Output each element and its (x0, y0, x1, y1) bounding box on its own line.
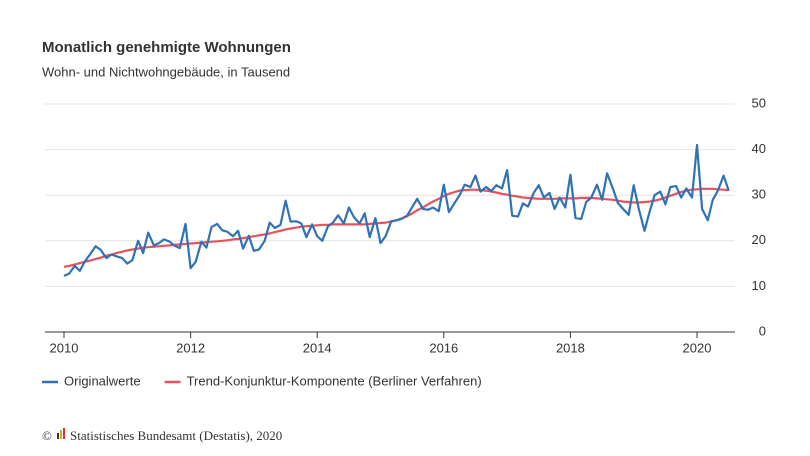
logo-bar (57, 433, 59, 439)
x-tick-label: 2014 (303, 340, 332, 355)
logo-bar (63, 428, 65, 439)
y-tick-label: 50 (752, 95, 766, 110)
chart-subtitle: Wohn- und Nichtwohngebäude, in Tausend (42, 64, 290, 79)
y-tick-label: 20 (752, 232, 766, 247)
source-text: Statistisches Bundesamt (Destatis), 2020 (70, 428, 282, 443)
x-tick-label: 2010 (50, 340, 79, 355)
y-tick-label: 0 (759, 323, 766, 338)
x-tick-label: 2020 (683, 340, 712, 355)
legend-label: Trend-Konjunktur-Komponente (Berliner Ve… (187, 373, 482, 388)
x-tick-label: 2012 (176, 340, 205, 355)
x-tick-label: 2016 (429, 340, 458, 355)
y-tick-label: 10 (752, 278, 766, 293)
chart-title: Monatlich genehmigte Wohnungen (42, 39, 291, 56)
x-tick-label: 2018 (556, 340, 585, 355)
source: © Statistisches Bundesamt (Destatis), 20… (42, 428, 282, 443)
legend-label: Originalwerte (64, 373, 141, 388)
y-tick-label: 40 (752, 141, 766, 156)
copyright: © (42, 428, 52, 443)
logo-bar (60, 430, 62, 439)
series-line (63, 187, 729, 268)
series-line (63, 143, 730, 277)
y-tick-label: 30 (752, 187, 766, 202)
